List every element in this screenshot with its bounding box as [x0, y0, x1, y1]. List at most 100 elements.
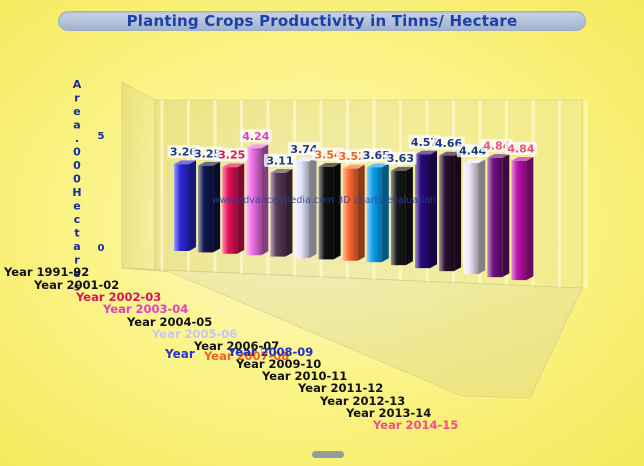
bar-year-2011-12	[439, 151, 462, 272]
value-label-bg	[239, 129, 272, 143]
value-label: 3.25	[215, 148, 248, 162]
value-label: 3.74	[288, 142, 320, 156]
y-axis-label-char: 0	[73, 146, 81, 159]
value-label: 4.24	[239, 129, 272, 143]
value-label-text: 3.25	[218, 149, 245, 162]
bar-front	[366, 167, 382, 263]
bar-side	[333, 162, 341, 260]
bar-top	[487, 154, 510, 158]
value-label-bg	[456, 144, 489, 158]
value-label: 3.52	[336, 149, 369, 163]
bar-year-2010-11	[415, 150, 437, 269]
bar-side	[285, 168, 293, 257]
bottom-drag-handle[interactable]	[312, 451, 344, 458]
value-label: 3.26	[167, 145, 200, 159]
value-label: 4.57	[408, 135, 441, 149]
value-label: 4.84	[480, 138, 513, 152]
x-tick-label: Year 2014-15	[372, 418, 458, 432]
value-label-bg	[288, 142, 320, 156]
bar-top	[439, 151, 462, 156]
value-label-bg	[215, 148, 248, 162]
y-axis-label-char: a	[73, 119, 80, 132]
bar-side	[261, 144, 269, 256]
value-label-text: 3.63	[387, 152, 414, 165]
bar-year-2008-09	[366, 163, 389, 263]
value-label-bg	[167, 145, 200, 159]
bar-year-2004-05	[270, 168, 293, 257]
bar-front	[198, 165, 214, 253]
value-label-bg	[480, 138, 513, 152]
bar-front	[270, 172, 286, 257]
bar-side	[526, 157, 534, 281]
y-axis-label-char: e	[73, 200, 80, 213]
y-axis-label-char: r	[74, 92, 80, 105]
bar-side	[189, 160, 196, 251]
bar-top	[463, 159, 486, 164]
bar-top	[222, 163, 245, 168]
x-tick-label: Year 2004-05	[126, 315, 212, 329]
bar-side	[405, 166, 413, 266]
value-label-bg	[408, 135, 441, 149]
value-label-text: 3.54	[315, 148, 342, 161]
y-axis-label-char: r	[74, 254, 80, 267]
bar-side	[478, 159, 486, 275]
bar-year-1991-92	[174, 160, 196, 251]
value-label-bg	[384, 151, 417, 165]
value-label: 4.66	[432, 136, 465, 150]
x-tick-label: Year 2005-06	[151, 327, 237, 341]
value-label-bg	[360, 148, 393, 162]
side-wall	[121, 81, 156, 271]
bar-side	[213, 161, 221, 253]
value-label-bg	[504, 141, 537, 155]
value-label-text: 4.44	[459, 145, 486, 158]
bar-top	[246, 144, 269, 149]
bar-front	[294, 161, 310, 258]
y-axis-label-char: a	[73, 240, 80, 253]
bar-front	[415, 154, 430, 269]
value-label-bg	[263, 153, 296, 167]
value-label: 4.84	[504, 141, 537, 155]
bar-side	[381, 163, 389, 263]
x-tick-label: Year 2009-10	[235, 357, 321, 371]
bar-year-2014-15	[511, 157, 534, 281]
x-tick-label: Year 2012-13	[319, 394, 405, 408]
bar-year-2012-13	[463, 159, 486, 275]
bar-year-2001-02	[198, 161, 221, 253]
bar-front	[463, 163, 479, 275]
bars	[174, 144, 534, 281]
bar-top	[198, 161, 221, 166]
bar-year-2003-04	[246, 144, 269, 256]
bar-year-2009-10	[390, 166, 413, 266]
bar-top	[270, 168, 293, 173]
value-label-bg	[432, 136, 465, 150]
bar-top	[342, 164, 365, 169]
y-axis-label-char: H	[72, 186, 81, 199]
bar-side	[430, 150, 437, 269]
y-tick-label: 0	[98, 243, 105, 254]
value-label-bg	[191, 146, 224, 160]
value-label: 3.25	[191, 146, 224, 160]
x-tick-label: Year 2006-07	[193, 339, 279, 353]
x-tick-label: Year 2003-04	[102, 302, 188, 316]
y-axis-label-char: c	[74, 213, 81, 226]
bar-top	[511, 157, 534, 161]
y-axis-label-char: .	[75, 132, 79, 145]
value-label-text: 3.25	[194, 147, 221, 160]
bar-year-2013-14	[487, 154, 510, 278]
value-label-text: 3.74	[290, 143, 317, 156]
value-labels: 3.263.253.254.243.113.743.543.523.653.63…	[167, 129, 537, 167]
bar-top	[366, 163, 389, 168]
value-label-text: 3.65	[363, 149, 390, 162]
y-axis-label-char: 0	[73, 159, 81, 172]
bar-front	[174, 164, 189, 251]
bar-side	[502, 154, 510, 278]
bar-front	[342, 168, 358, 261]
bar-year-2002-03	[222, 163, 245, 254]
x-tick-label: Year 2013-14	[345, 406, 431, 420]
y-axis-label-char: t	[74, 227, 79, 240]
y-axis-label-char: A	[73, 78, 82, 91]
bar-top	[294, 157, 317, 162]
x-tick-label: Year 2008-09	[227, 345, 313, 359]
